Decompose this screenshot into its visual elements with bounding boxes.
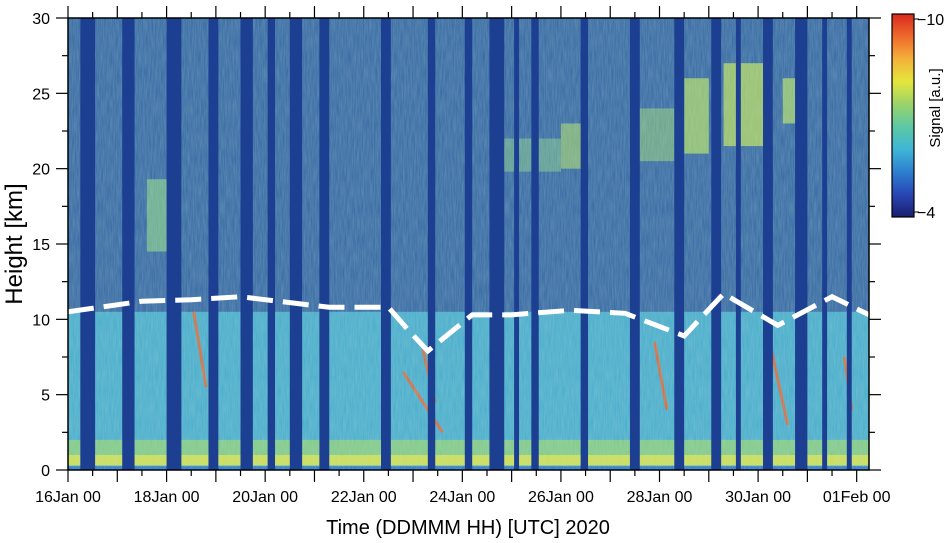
data-gap-column — [580, 18, 589, 470]
data-gap-column — [427, 18, 436, 470]
data-gap-column — [267, 18, 276, 470]
x-axis-title: Time (DDMMM HH) [UTC] 2020 — [326, 517, 610, 539]
data-gap-column — [711, 18, 722, 470]
y-tick-label: 5 — [41, 388, 50, 405]
data-gap-column — [289, 18, 303, 470]
y-tick-label: 0 — [41, 463, 50, 480]
x-tick-label: 30Jan 00 — [725, 489, 791, 506]
y-tick-label: 20 — [32, 162, 50, 179]
x-tick-label: 24Jan 00 — [429, 489, 495, 506]
data-gap-column — [846, 18, 852, 470]
x-tick-label: 22Jan 00 — [331, 489, 397, 506]
data-gap-column — [319, 18, 330, 470]
y-tick-label: 30 — [32, 11, 50, 28]
colorbar-gradient — [891, 13, 915, 218]
data-gap-column — [80, 18, 96, 470]
colorbar-label: Signal [a.u.] — [927, 68, 944, 147]
data-gap-column — [166, 18, 182, 470]
x-tick-label: 26Jan 00 — [528, 489, 594, 506]
tropopause-dashed-line — [68, 290, 869, 355]
data-gap-column — [735, 18, 741, 470]
y-axis: 0 5 10 15 20 25 30 — [32, 11, 881, 480]
x-tick-label: 28Jan 00 — [627, 489, 693, 506]
y-tick-label: 25 — [32, 86, 50, 103]
data-gap-column — [464, 18, 473, 470]
x-tick-label: 01Feb 00 — [823, 489, 891, 506]
plot-area — [68, 18, 869, 470]
data-gap-column — [822, 18, 828, 470]
data-gap-column — [240, 18, 253, 470]
colorbar-tick-min: −4 — [917, 205, 935, 222]
y-axis-title: Height [km] — [1, 183, 28, 304]
colorbar: −10 −4 Signal [a.u.] — [891, 12, 944, 222]
y-tick-label: 10 — [32, 312, 50, 329]
x-tick-label: 16Jan 00 — [35, 489, 101, 506]
data-gap-column — [514, 18, 520, 470]
y-tick-label: 15 — [32, 237, 50, 254]
data-gap-column — [489, 18, 505, 470]
colorbar-tick-max: −10 — [917, 12, 944, 29]
data-gap-column — [531, 18, 539, 470]
data-gap-column — [795, 18, 808, 470]
data-gap-column — [763, 18, 773, 470]
x-tick-label: 18Jan 00 — [134, 489, 200, 506]
data-gap-column — [208, 18, 219, 470]
data-gap-column — [629, 18, 640, 470]
data-gap-column — [122, 18, 135, 470]
data-gap-column — [674, 18, 685, 470]
x-axis: 16Jan 00 18Jan 00 20Jan 00 22Jan 00 24Jan 00… — [35, 6, 891, 506]
x-tick-label: 20Jan 00 — [232, 489, 298, 506]
data-gap-column — [381, 18, 391, 470]
